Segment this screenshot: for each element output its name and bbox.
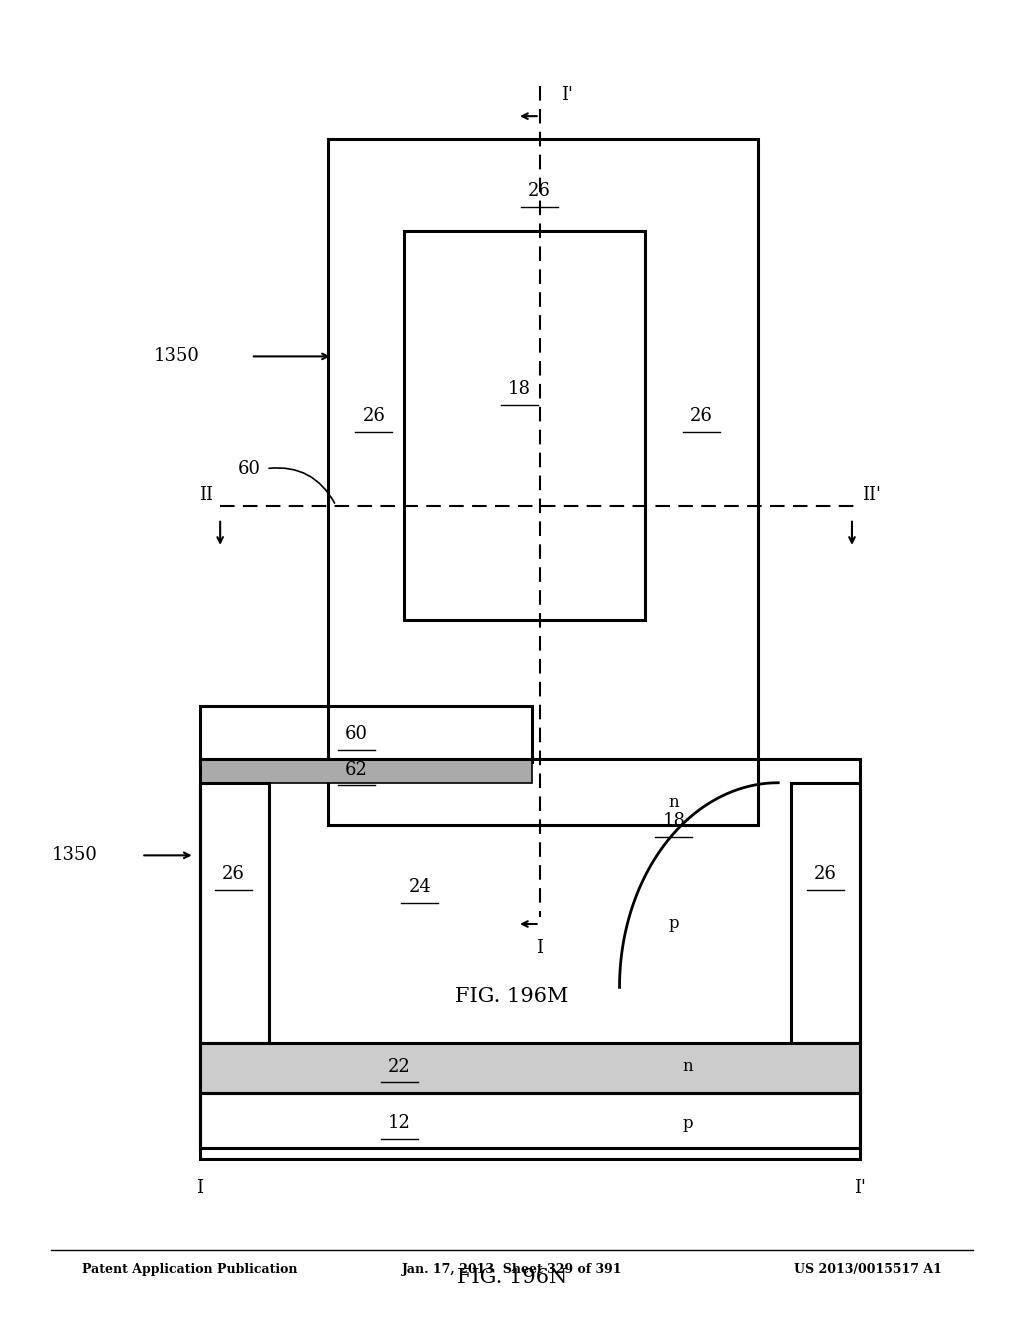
Bar: [200, 706, 532, 762]
Text: 26: 26: [690, 407, 713, 425]
Text: Jan. 17, 2013  Sheet 329 of 391: Jan. 17, 2013 Sheet 329 of 391: [401, 1263, 623, 1276]
Bar: [200, 759, 860, 1148]
Text: I': I': [561, 86, 573, 104]
Text: 26: 26: [528, 182, 551, 201]
Bar: [200, 1093, 860, 1159]
Text: 60: 60: [239, 459, 261, 478]
Text: I: I: [537, 939, 543, 957]
Text: 24: 24: [409, 878, 431, 896]
Bar: [200, 1043, 860, 1093]
Text: II: II: [199, 486, 213, 504]
Text: 1350: 1350: [154, 347, 200, 366]
Bar: [328, 139, 758, 825]
Text: 60: 60: [345, 725, 368, 743]
Text: n: n: [669, 795, 679, 810]
Bar: [404, 231, 645, 620]
Text: p: p: [683, 1115, 693, 1131]
Text: US 2013/0015517 A1: US 2013/0015517 A1: [795, 1263, 942, 1276]
Text: FIG. 196N: FIG. 196N: [457, 1269, 567, 1287]
Text: n: n: [683, 1059, 693, 1074]
Bar: [200, 759, 532, 783]
Text: 62: 62: [345, 760, 368, 779]
Text: 1350: 1350: [51, 846, 97, 865]
Text: I: I: [197, 1179, 203, 1197]
Text: 18: 18: [663, 812, 685, 830]
Bar: [200, 783, 269, 1043]
Text: I': I': [854, 1179, 866, 1197]
Text: 26: 26: [814, 865, 837, 883]
Text: 18: 18: [508, 380, 530, 399]
Text: Patent Application Publication: Patent Application Publication: [82, 1263, 297, 1276]
Text: 26: 26: [362, 407, 385, 425]
Text: FIG. 196M: FIG. 196M: [456, 987, 568, 1006]
Text: 22: 22: [388, 1057, 411, 1076]
Text: 26: 26: [222, 865, 245, 883]
Text: II': II': [862, 486, 881, 504]
Text: p: p: [669, 916, 679, 932]
Text: 12: 12: [388, 1114, 411, 1133]
Bar: [791, 783, 860, 1043]
